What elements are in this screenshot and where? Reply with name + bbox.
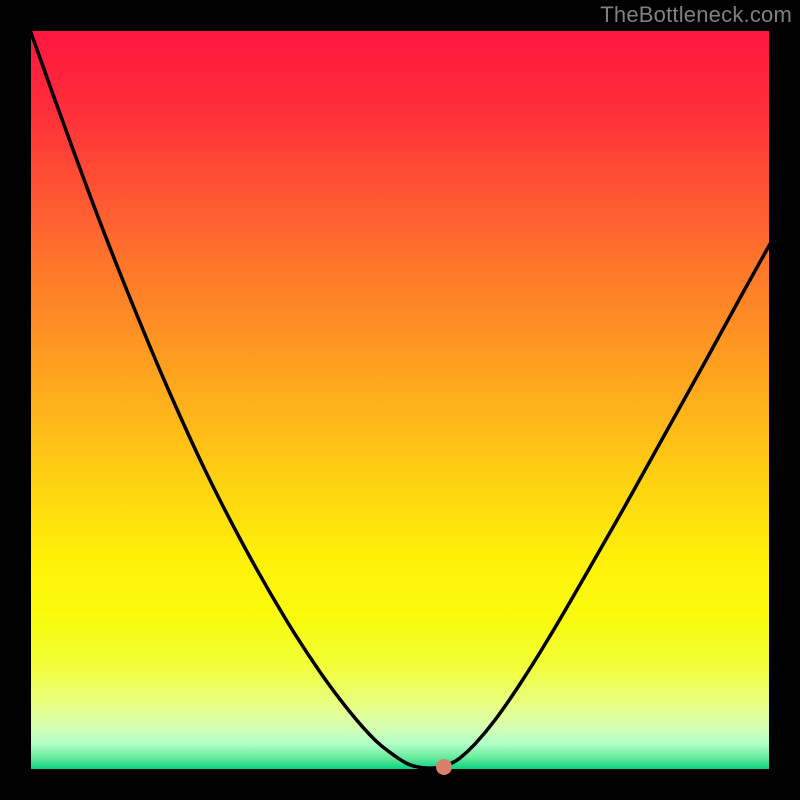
optimal-point-marker: [436, 759, 452, 775]
bottleneck-chart: [0, 0, 800, 800]
plot-background: [30, 30, 770, 770]
watermark-text: TheBottleneck.com: [600, 2, 792, 28]
chart-container: TheBottleneck.com: [0, 0, 800, 800]
